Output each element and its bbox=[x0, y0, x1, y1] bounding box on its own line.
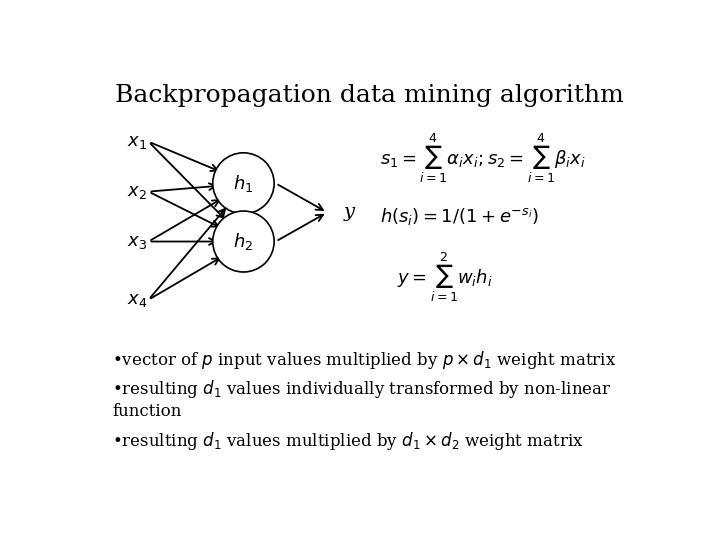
Text: $h_1$: $h_1$ bbox=[233, 173, 253, 194]
Text: $x_3$: $x_3$ bbox=[127, 233, 148, 251]
Text: $h_2$: $h_2$ bbox=[233, 231, 253, 252]
Text: Backpropagation data mining algorithm: Backpropagation data mining algorithm bbox=[114, 84, 624, 106]
Text: $x_2$: $x_2$ bbox=[127, 183, 148, 201]
Ellipse shape bbox=[213, 211, 274, 272]
Text: $h(s_i) = 1/(1+e^{-s_i})$: $h(s_i) = 1/(1+e^{-s_i})$ bbox=[380, 206, 539, 227]
Text: •resulting $d_1$ values multiplied by $d_1 \times d_2$ weight matrix: •resulting $d_1$ values multiplied by $d… bbox=[112, 430, 584, 452]
Text: $y = \sum_{i=1}^{2} w_i h_i$: $y = \sum_{i=1}^{2} w_i h_i$ bbox=[397, 250, 492, 303]
Text: $x_1$: $x_1$ bbox=[127, 133, 148, 151]
Ellipse shape bbox=[213, 153, 274, 214]
Text: •resulting $d_1$ values individually transformed by non-linear: •resulting $d_1$ values individually tra… bbox=[112, 378, 612, 400]
Text: $x_4$: $x_4$ bbox=[127, 291, 148, 309]
Text: $s_1 = \sum_{i=1}^{4}\alpha_i x_i; s_2 = \sum_{i=1}^{4}\beta_i x_i$: $s_1 = \sum_{i=1}^{4}\alpha_i x_i; s_2 =… bbox=[380, 132, 586, 185]
Text: function: function bbox=[112, 403, 181, 421]
Text: •vector of $p$ input values multiplied by $p \times d_1$ weight matrix: •vector of $p$ input values multiplied b… bbox=[112, 349, 616, 371]
Text: y: y bbox=[344, 204, 355, 221]
